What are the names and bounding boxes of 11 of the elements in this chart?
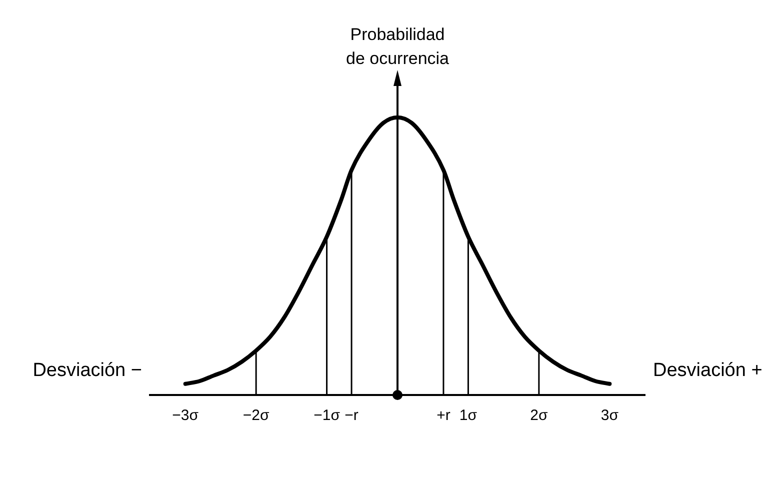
x-tick-label: −2σ [242, 407, 270, 424]
text: Desviación + [653, 360, 762, 382]
x-tick-label: 2σ [530, 407, 548, 424]
x-tick-label: −3σ [172, 407, 200, 424]
y-axis-title: Probabilidad de ocurrencia [346, 25, 450, 68]
x-tick-label: +r [436, 407, 450, 424]
text: Desviación − [32, 360, 142, 382]
x-tick-label: 3σ [600, 407, 620, 424]
x-tick-label: 1σ [459, 407, 478, 424]
x-tick-label: −r [344, 407, 358, 424]
x-tick-label: −1σ [314, 407, 341, 424]
